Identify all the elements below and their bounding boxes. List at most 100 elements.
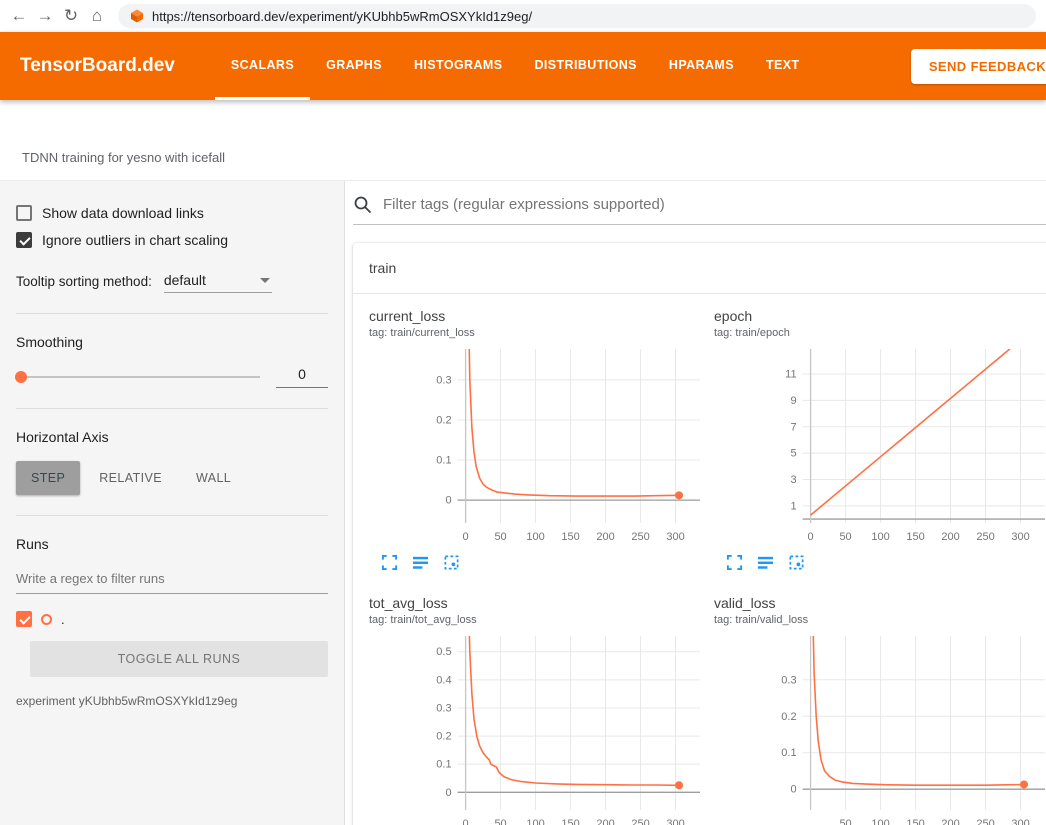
svg-text:150: 150 [561, 818, 579, 825]
svg-text:0.5: 0.5 [436, 646, 451, 658]
line-chart-current-loss[interactable]: 00.10.20.3050100150200250300 [369, 343, 706, 549]
chart-title: valid_loss [714, 595, 1046, 611]
train-card: train current_loss tag: train/current_lo… [353, 243, 1046, 825]
url-text: https://tensorboard.dev/experiment/yKUbh… [152, 9, 532, 24]
fit-domain-icon[interactable] [443, 554, 460, 571]
svg-text:100: 100 [526, 818, 544, 825]
tooltip-sorting-select[interactable]: default [164, 270, 272, 293]
svg-text:0.1: 0.1 [436, 759, 451, 771]
toggle-all-runs-button[interactable]: TOGGLE ALL RUNS [30, 641, 328, 677]
chart-card-epoch: epoch tag: train/epoch 13579110501001502… [714, 308, 1046, 571]
svg-text:0.3: 0.3 [436, 702, 451, 714]
chart-title: current_loss [369, 308, 706, 324]
svg-text:250: 250 [631, 818, 649, 825]
svg-text:250: 250 [976, 531, 994, 543]
run-checkbox[interactable] [16, 611, 32, 627]
svg-text:0: 0 [463, 531, 469, 543]
svg-text:9: 9 [790, 395, 796, 407]
settings-sidebar: Show data download links Ignore outliers… [0, 181, 345, 825]
tab-text[interactable]: TEXT [750, 32, 816, 100]
smoothing-value-field[interactable]: 0 [276, 366, 328, 388]
svg-text:0.2: 0.2 [436, 731, 451, 743]
svg-text:0.1: 0.1 [781, 747, 796, 759]
address-bar[interactable]: https://tensorboard.dev/experiment/yKUbh… [118, 4, 1036, 28]
svg-text:0.2: 0.2 [781, 711, 796, 723]
axis-relative-button[interactable]: RELATIVE [84, 461, 177, 495]
chevron-down-icon [260, 278, 270, 283]
smoothing-label: Smoothing [16, 334, 328, 350]
tab-scalars[interactable]: SCALARS [215, 32, 310, 100]
svg-text:1: 1 [790, 500, 796, 512]
chart-toolbar [714, 549, 1046, 571]
svg-text:11: 11 [785, 369, 796, 381]
send-feedback-button[interactable]: SEND FEEDBACK [911, 49, 1046, 84]
chart-tag: tag: train/tot_avg_loss [369, 614, 706, 626]
browser-toolbar: ← → ↻ ⌂ https://tensorboard.dev/experime… [0, 0, 1046, 32]
search-icon [353, 195, 372, 214]
svg-text:7: 7 [790, 421, 796, 433]
svg-text:300: 300 [1011, 531, 1029, 543]
smoothing-row: 0 [16, 366, 328, 388]
axis-wall-button[interactable]: WALL [181, 461, 246, 495]
smoothing-slider[interactable] [16, 376, 260, 378]
chart-tag: tag: train/epoch [714, 327, 1046, 339]
app-header: TensorBoard.dev SCALARS GRAPHS HISTOGRAM… [0, 32, 1046, 100]
ignore-outliers-label: Ignore outliers in chart scaling [42, 232, 228, 248]
divider [16, 515, 328, 516]
log-scale-icon[interactable] [412, 554, 429, 571]
chart-toolbar [369, 549, 706, 571]
smoothing-slider-thumb[interactable] [15, 371, 27, 383]
scalars-main: train current_loss tag: train/current_lo… [345, 181, 1046, 825]
content: Show data download links Ignore outliers… [0, 180, 1046, 825]
reload-icon[interactable]: ↻ [58, 3, 84, 29]
show-download-checkbox[interactable] [16, 205, 32, 221]
svg-text:100: 100 [526, 531, 544, 543]
chart-title: epoch [714, 308, 1046, 324]
svg-text:0: 0 [445, 787, 451, 799]
expand-chart-icon[interactable] [726, 554, 743, 571]
run-name: . [61, 612, 65, 627]
home-icon[interactable]: ⌂ [84, 3, 110, 29]
svg-text:50: 50 [494, 531, 506, 543]
app-title: TensorBoard.dev [20, 55, 175, 77]
chart-card-current-loss: current_loss tag: train/current_loss 0 0.… [369, 308, 706, 571]
tab-distributions[interactable]: DISTRIBUTIONS [518, 32, 652, 100]
chart-tag: tag: train/valid_loss [714, 614, 1046, 626]
svg-text:0.4: 0.4 [436, 674, 451, 686]
svg-text:0.1: 0.1 [436, 455, 451, 467]
line-chart-epoch[interactable]: 1357911050100150200250300 [714, 343, 1046, 549]
svg-text:0: 0 [790, 784, 796, 796]
run-row: . [16, 611, 328, 627]
runs-filter-input[interactable] [16, 568, 328, 594]
back-icon[interactable]: ← [6, 3, 32, 29]
expand-chart-icon[interactable] [381, 554, 398, 571]
line-chart-tot-avg-loss[interactable]: 00.10.20.30.40.5050100150200250300 [369, 630, 706, 825]
divider [16, 408, 328, 409]
svg-text:0: 0 [808, 531, 814, 543]
chart-tag: tag: train/current_loss [369, 327, 706, 339]
tag-filter-input[interactable] [381, 195, 1046, 214]
divider [16, 313, 328, 314]
forward-icon[interactable]: → [32, 3, 58, 29]
axis-step-button[interactable]: STEP [16, 461, 80, 495]
experiment-description-row: TDNN training for yesno with icefall [0, 100, 1046, 180]
tab-hparams[interactable]: HPARAMS [653, 32, 750, 100]
svg-text:200: 200 [596, 531, 614, 543]
svg-text:100: 100 [871, 818, 889, 825]
line-chart-valid-loss[interactable]: 00.10.20.350100150200250300 [714, 630, 1046, 825]
log-scale-icon[interactable] [757, 554, 774, 571]
tab-graphs[interactable]: GRAPHS [310, 32, 398, 100]
run-color-circle [41, 614, 52, 625]
train-card-header[interactable]: train [353, 243, 1046, 294]
charts-grid: current_loss tag: train/current_loss 0 0.… [353, 294, 1046, 825]
svg-text:50: 50 [839, 818, 851, 825]
tensorboard-favicon [130, 9, 144, 23]
show-download-label: Show data download links [42, 205, 204, 221]
tab-histograms[interactable]: HISTOGRAMS [398, 32, 519, 100]
svg-text:300: 300 [666, 818, 684, 825]
ignore-outliers-checkbox[interactable] [16, 232, 32, 248]
svg-text:3: 3 [790, 474, 796, 486]
tooltip-sorting-label: Tooltip sorting method: [16, 274, 152, 289]
fit-domain-icon[interactable] [788, 554, 805, 571]
svg-text:150: 150 [561, 531, 579, 543]
